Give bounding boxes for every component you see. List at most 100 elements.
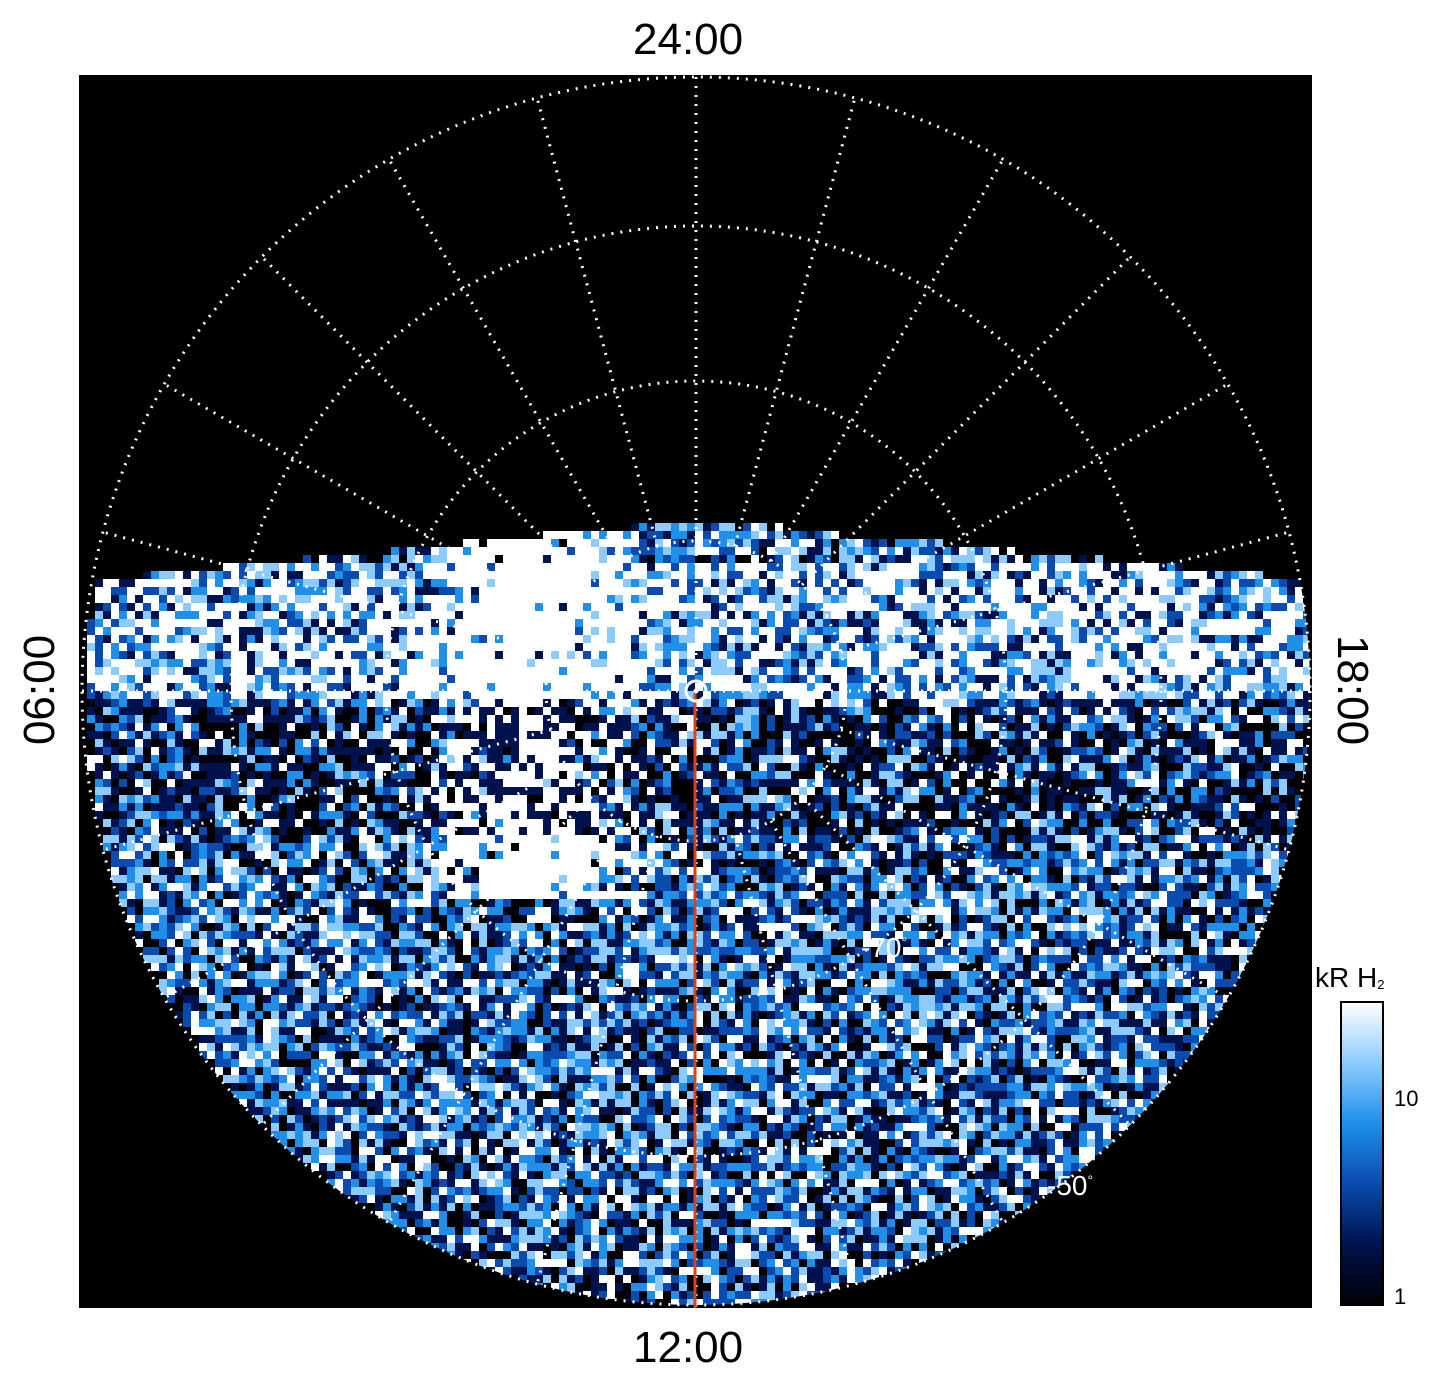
emission-cell [1079, 699, 1087, 707]
emission-cell [1087, 811, 1095, 819]
emission-cell [207, 691, 215, 707]
emission-cell [207, 771, 215, 779]
emission-cell [959, 731, 967, 739]
emission-cell [487, 715, 495, 723]
emission-cell [575, 563, 583, 571]
emission-cell [535, 659, 543, 667]
emission-cell [503, 619, 511, 627]
emission-cell [151, 803, 159, 811]
emission-cell [1287, 739, 1295, 747]
emission-cell [975, 771, 983, 779]
emission-cell [687, 523, 695, 531]
emission-cell [815, 707, 823, 715]
emission-cell [703, 595, 711, 603]
emission-cell [1231, 795, 1239, 803]
emission-cell [943, 763, 951, 771]
emission-cell [711, 699, 719, 707]
emission-cell [1015, 803, 1023, 811]
emission-cell [1087, 803, 1095, 811]
emission-cell [263, 627, 271, 635]
emission-cell [767, 811, 775, 819]
emission-cell [615, 683, 623, 691]
emission-cell [95, 747, 103, 755]
emission-cell [927, 827, 935, 835]
emission-cell [1287, 803, 1295, 811]
emission-cell [463, 707, 471, 715]
emission-cell [983, 715, 991, 723]
emission-cell [447, 779, 455, 787]
emission-cell [143, 699, 151, 707]
emission-cell [511, 779, 519, 787]
emission-cell [167, 715, 175, 723]
emission-cell [1287, 579, 1295, 587]
emission-cell [191, 603, 199, 611]
emission-cell [1063, 715, 1071, 723]
emission-cell [911, 643, 919, 651]
emission-cell [623, 715, 631, 723]
emission-cell [407, 739, 415, 747]
emission-cell [311, 771, 319, 779]
emission-cell [631, 763, 639, 771]
emission-cell [463, 739, 471, 747]
emission-cell [471, 707, 479, 715]
emission-cell [1183, 587, 1191, 595]
emission-cell [855, 755, 863, 763]
emission-cell [1079, 707, 1087, 715]
emission-cell [1095, 739, 1103, 747]
emission-cell [383, 691, 391, 707]
emission-cell [1207, 715, 1215, 723]
emission-cell [1055, 675, 1063, 683]
emission-cell [423, 555, 431, 563]
emission-cell [1167, 595, 1175, 603]
emission-cell [663, 811, 671, 819]
emission-cell [1167, 739, 1175, 747]
emission-cell [215, 779, 223, 787]
emission-cell [863, 659, 871, 667]
emission-cell [463, 699, 471, 707]
emission-cell [855, 547, 863, 555]
emission-cell [879, 811, 887, 819]
emission-cell [663, 787, 671, 795]
emission-cell [623, 603, 631, 611]
emission-cell [967, 731, 975, 739]
emission-cell [1023, 731, 1031, 739]
emission-cell [839, 763, 847, 771]
emission-cell [1039, 803, 1047, 811]
emission-cell [703, 763, 711, 771]
emission-cell [671, 563, 679, 571]
emission-cell [239, 627, 247, 635]
emission-cell [255, 811, 263, 819]
emission-cell [671, 795, 679, 803]
emission-cell [855, 699, 863, 707]
emission-cell [1295, 747, 1303, 755]
emission-cell [439, 635, 447, 643]
emission-cell [1143, 771, 1151, 779]
emission-cell [319, 699, 327, 707]
emission-cell [191, 755, 199, 763]
emission-cell [1071, 707, 1079, 715]
emission-cell [431, 555, 439, 563]
emission-cell [1279, 747, 1287, 755]
emission-cell [1215, 787, 1223, 795]
emission-cell [791, 811, 799, 819]
emission-cell [943, 803, 951, 811]
emission-cell [1271, 731, 1279, 739]
emission-cell [999, 803, 1007, 811]
emission-cell [1095, 755, 1103, 763]
emission-cell [991, 739, 999, 747]
emission-cell [359, 763, 367, 771]
emission-cell [1095, 827, 1103, 835]
emission-cell [1183, 779, 1191, 787]
emission-cell [1231, 699, 1239, 707]
emission-cell [159, 723, 167, 731]
emission-cell [903, 547, 911, 555]
emission-cell [1055, 739, 1063, 747]
emission-cell [239, 755, 247, 763]
emission-cell [631, 795, 639, 803]
emission-cell [735, 795, 743, 803]
emission-cell [959, 739, 967, 747]
emission-cell [615, 739, 623, 747]
emission-cell [207, 707, 215, 715]
emission-cell [751, 779, 759, 787]
emission-cell [167, 635, 175, 643]
